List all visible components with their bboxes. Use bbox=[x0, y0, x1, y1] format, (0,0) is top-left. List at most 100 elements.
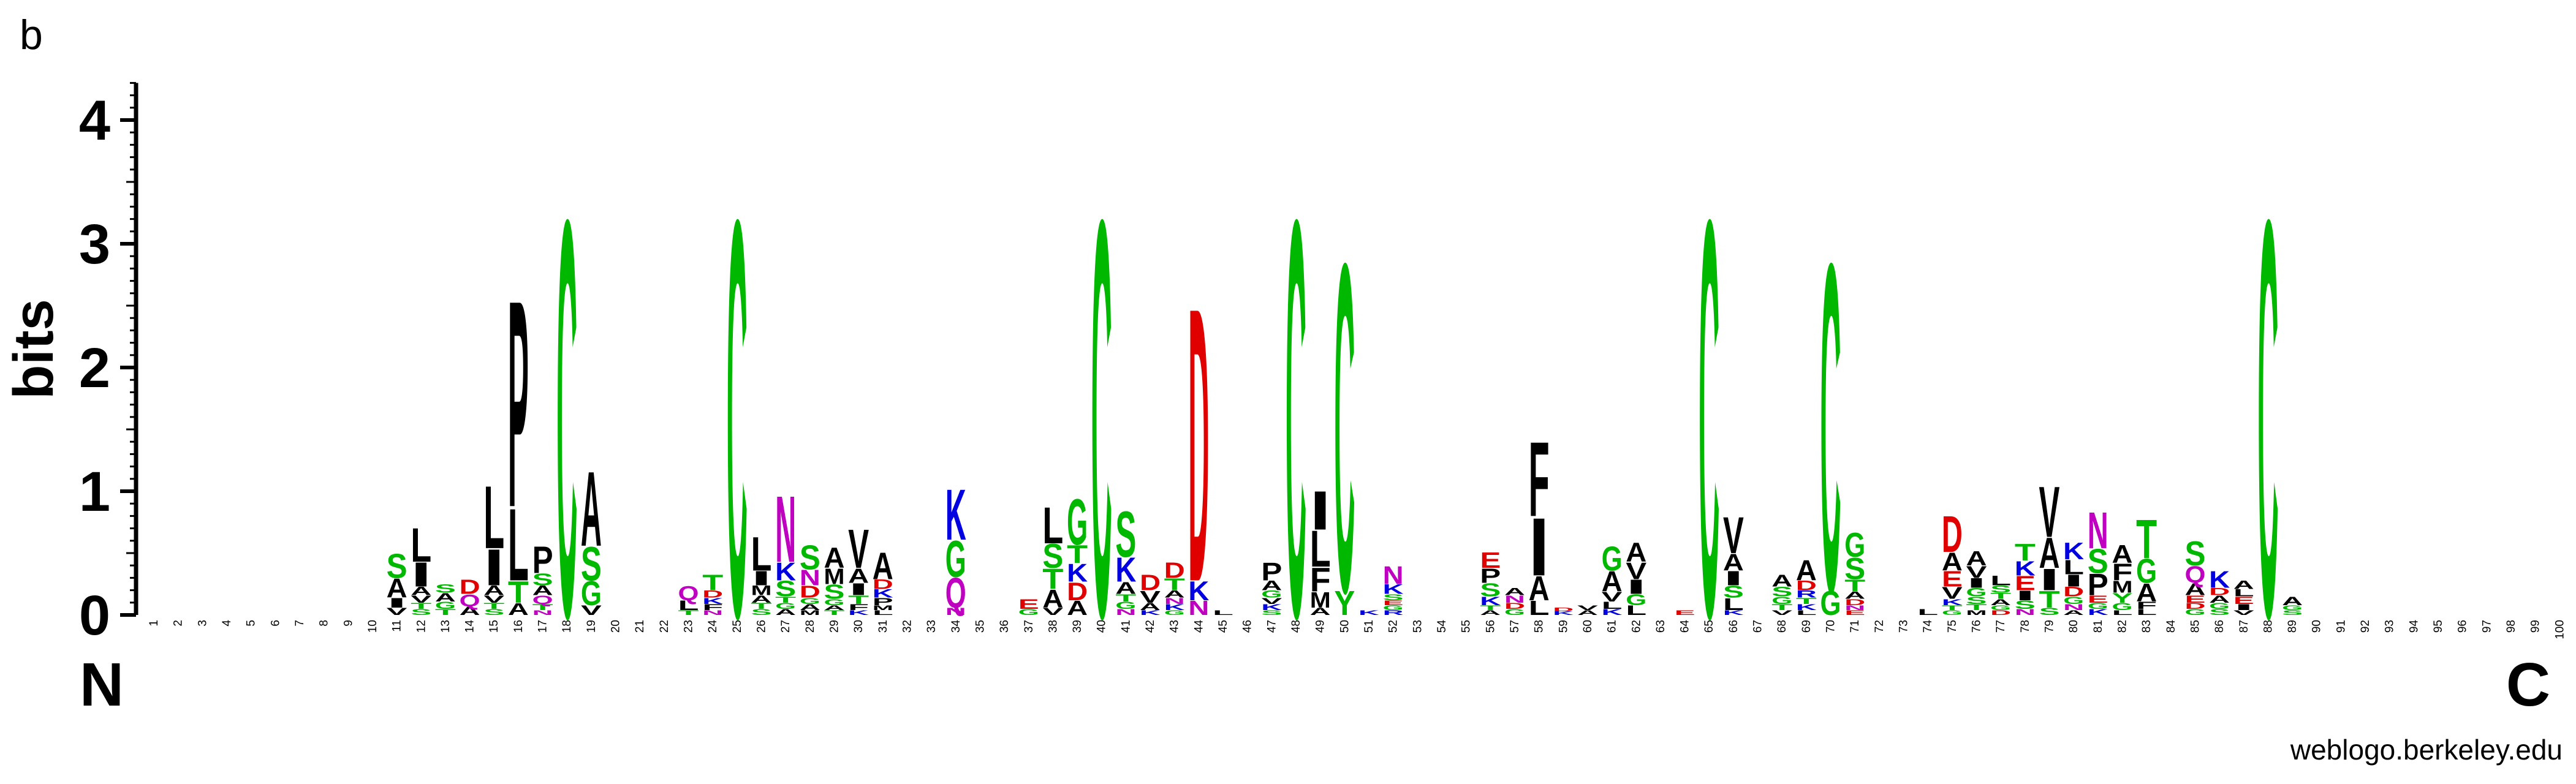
x-tick-label: 82 bbox=[2116, 620, 2129, 633]
x-tick-label: 84 bbox=[2165, 620, 2178, 633]
logo-letter: T bbox=[1164, 575, 1185, 594]
x-tick-label: 35 bbox=[974, 620, 987, 633]
logo-letter: V bbox=[1626, 557, 1646, 584]
logo-letter: I bbox=[1626, 576, 1646, 599]
logo-stack: GC bbox=[1820, 166, 1841, 690]
logo-letter: F bbox=[702, 602, 723, 612]
logo-letter: K bbox=[1261, 603, 1282, 612]
logo-letter: C bbox=[1286, 102, 1306, 735]
logo-letter: L bbox=[1310, 521, 1331, 578]
logo-letter: D bbox=[702, 589, 723, 600]
logo-letter: K bbox=[1942, 598, 1963, 607]
logo-letter: Q bbox=[2184, 561, 2205, 588]
x-tick-label: 41 bbox=[1119, 620, 1132, 633]
x-tick-label: 94 bbox=[2407, 620, 2420, 633]
x-tick-label: 1 bbox=[148, 620, 161, 627]
logo-letter: S bbox=[532, 570, 553, 589]
logo-letter: A bbox=[411, 584, 431, 598]
logo-letter: P bbox=[2088, 567, 2108, 602]
x-tick-label: 78 bbox=[2019, 620, 2032, 633]
logo-letter: N bbox=[945, 606, 966, 617]
logo-letter: I bbox=[1966, 575, 1987, 590]
logo-letter: A bbox=[1844, 590, 1865, 601]
logo-letter: K bbox=[1383, 582, 1404, 597]
logo-letter: I bbox=[411, 556, 431, 594]
logo-letter: R bbox=[1796, 589, 1817, 600]
logo-letter: S bbox=[1844, 551, 1865, 586]
x-tick-label: 58 bbox=[1533, 620, 1546, 633]
logo-letter: G bbox=[1602, 539, 1623, 578]
logo-letter: V bbox=[2233, 609, 2255, 617]
logo-letter: V bbox=[1042, 606, 1063, 617]
y-axis-label: bits bbox=[2, 299, 65, 399]
logo-letter: L bbox=[751, 527, 772, 581]
panel-label: b bbox=[20, 12, 43, 58]
logo-letter: A bbox=[1990, 598, 2011, 607]
logo-letter: K bbox=[1188, 575, 1209, 606]
logo-letter: T bbox=[483, 601, 504, 611]
logo-letter: A bbox=[1164, 589, 1185, 600]
logo-letter: D bbox=[1553, 606, 1574, 612]
logo-letter: V bbox=[1261, 596, 1282, 606]
logo-letter: E bbox=[1675, 609, 1695, 616]
logo-letter: L bbox=[2112, 609, 2132, 617]
x-tick-label: 29 bbox=[828, 620, 841, 633]
x-tick-label: 5 bbox=[245, 620, 258, 627]
logo-letter: T bbox=[2136, 508, 2157, 570]
logo-stack: GE bbox=[1018, 597, 1039, 617]
logo-letter: V bbox=[387, 606, 407, 617]
logo-letter: D bbox=[1796, 578, 1817, 594]
logo-letter: F bbox=[2136, 600, 2157, 611]
logo-letter: G bbox=[1115, 600, 1136, 611]
logo-letter: L bbox=[2136, 607, 2157, 617]
logo-letter: Y bbox=[1334, 584, 1355, 623]
logo-letter: A bbox=[2039, 529, 2059, 578]
logo-letter: T bbox=[678, 609, 700, 617]
x-tick-label: 51 bbox=[1363, 620, 1376, 633]
logo-letter: S bbox=[1480, 579, 1501, 600]
logo-letter: D bbox=[873, 576, 893, 592]
logo-letter: V bbox=[848, 519, 869, 580]
x-tick-label: 13 bbox=[439, 620, 452, 633]
logo-letter: P bbox=[1261, 557, 1282, 586]
logo-letter: F bbox=[2112, 559, 2132, 586]
x-tick-label: 8 bbox=[318, 620, 331, 627]
x-tick-label: 88 bbox=[2262, 620, 2275, 633]
logo-letter: A bbox=[824, 604, 844, 611]
logo-letter: S bbox=[775, 577, 796, 601]
logo-letter: G bbox=[1504, 607, 1525, 617]
logo-letter: E bbox=[1018, 597, 1039, 612]
x-tick-label: 23 bbox=[683, 620, 695, 633]
logo-letter: M bbox=[824, 564, 844, 589]
logo-letter: Q bbox=[678, 582, 699, 605]
x-tick-label: 60 bbox=[1582, 620, 1594, 633]
x-tick-label: 43 bbox=[1169, 620, 1181, 633]
logo-letter: A bbox=[1042, 585, 1063, 613]
logo-stack: C bbox=[556, 102, 577, 735]
logo-letter: G bbox=[945, 530, 966, 588]
x-tick-label: 9 bbox=[342, 620, 355, 627]
logo-letter: G bbox=[1990, 604, 2011, 612]
logo-letter: I bbox=[1310, 480, 1331, 541]
y-tick-label: 0 bbox=[79, 584, 110, 647]
y-tick-label: 4 bbox=[79, 89, 110, 152]
logo-stack: NKD bbox=[1188, 226, 1209, 664]
logo-letter: A bbox=[824, 542, 844, 575]
logo-letter: C bbox=[1091, 102, 1112, 735]
logo-letter: A bbox=[1140, 601, 1161, 612]
logo-letter: G bbox=[1383, 604, 1404, 612]
logo-letter: S bbox=[751, 607, 771, 617]
logo-letter: S bbox=[1723, 582, 1744, 601]
logo-letter: L bbox=[1602, 600, 1623, 611]
logo-letter: K bbox=[945, 475, 966, 556]
logo-letter: M bbox=[1966, 609, 1987, 616]
logo-letter: G bbox=[2112, 601, 2132, 612]
x-tick-label: 18 bbox=[561, 620, 574, 633]
x-tick-label: 3 bbox=[196, 620, 209, 627]
